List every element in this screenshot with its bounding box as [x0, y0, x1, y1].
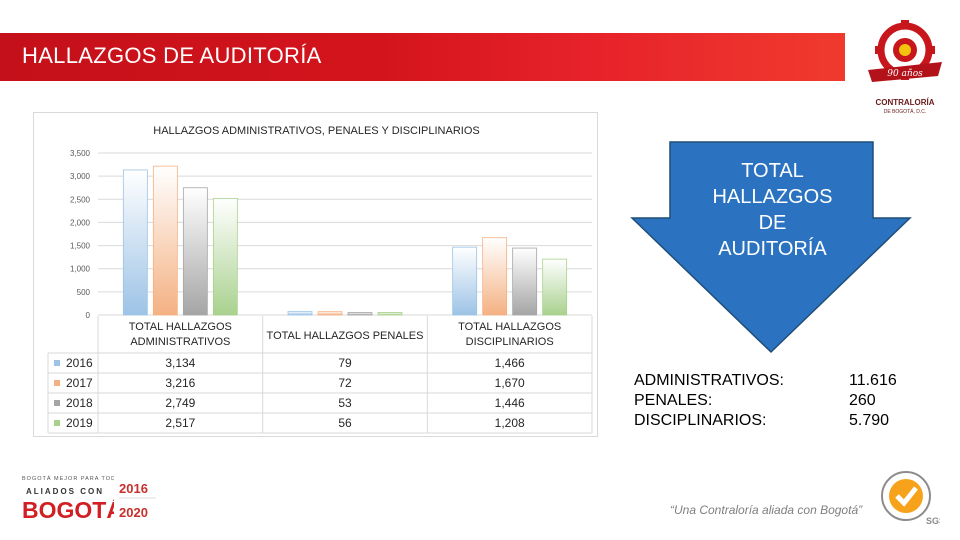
y-tick-label: 3,500 — [70, 149, 91, 158]
bar-2019 — [377, 312, 403, 316]
bar-chart: 3,500 3,000 2,500 2,000 1,500 1,000 500 0 TOTAL … — [47, 149, 593, 434]
total-value: 5.790 — [849, 412, 890, 429]
page-title: HALLAZGOS DE AUDITORÍA — [22, 43, 322, 68]
x-category-label: ADMINISTRATIVOS — [130, 336, 230, 348]
logo-year-start: 2016 — [119, 481, 148, 496]
bar-2018 — [347, 312, 373, 316]
total-row-administrativos: ADMINISTRATIVOS: 11.616 — [634, 372, 934, 392]
sgs-text: SGS — [926, 516, 940, 526]
y-tick-label: 3,000 — [70, 172, 91, 181]
x-category-label: DISCIPLINARIOS — [466, 336, 554, 348]
legend-swatch — [54, 420, 60, 426]
sgs-certification-logo: SGS — [878, 470, 945, 526]
data-label: 1,466 — [495, 356, 525, 370]
totals-summary: ADMINISTRATIVOS: 11.616 PENALES: 260 DIS… — [634, 372, 934, 432]
arrow-line: AUDITORÍA — [718, 238, 827, 260]
badge-text: 90 años — [887, 69, 923, 79]
logo-mid-text: ALIADOS CON — [26, 487, 104, 496]
logo-caption: CONTRALORÍA — [875, 98, 935, 107]
bar-2017 — [317, 311, 343, 316]
bar-2017 — [482, 237, 508, 316]
logo-main-text: BOGOTÁ — [22, 496, 123, 523]
y-tick-label: 0 — [86, 311, 91, 320]
y-tick-label: 1,500 — [70, 242, 91, 251]
bogota-logo: BOGOTÁ MEJOR PARA TODOS ALIADOS CON BOGO… — [18, 466, 158, 528]
legend-label: 2016 — [66, 356, 93, 370]
x-category-label: TOTAL HALLAZGOS — [129, 321, 232, 333]
logo-small-text: BOGOTÁ MEJOR PARA TODOS — [22, 475, 126, 482]
chart-frame: HALLAZGOS ADMINISTRATIVOS, PENALES Y DIS… — [33, 112, 598, 437]
contraloria-seal-icon: 90 años — [868, 20, 942, 82]
data-label: 2,517 — [165, 416, 195, 430]
chart-title: HALLAZGOS ADMINISTRATIVOS, PENALES Y DIS… — [153, 125, 480, 137]
arrow-line: DE — [758, 212, 787, 234]
data-label: 56 — [338, 416, 352, 430]
bar-2018 — [512, 247, 538, 316]
bar-2019 — [212, 198, 238, 316]
legend-swatch — [54, 360, 60, 366]
bar-2016 — [287, 310, 313, 316]
data-label: 1,670 — [495, 376, 525, 390]
x-category-label: TOTAL HALLAZGOS — [458, 321, 561, 333]
y-tick-label: 2,500 — [70, 195, 91, 204]
total-value: 11.616 — [849, 372, 897, 389]
header-band: HALLAZGOS DE AUDITORÍA — [0, 33, 845, 81]
total-label: ADMINISTRATIVOS: — [634, 372, 784, 389]
arrow-text: TOTAL HALLAZGOS DE AUDITORÍA — [680, 158, 865, 262]
y-tick-label: 2,000 — [70, 218, 91, 227]
x-category-label: TOTAL HALLAZGOS PENALES — [267, 330, 424, 342]
bar-2017 — [152, 165, 178, 316]
logo-subcaption: DE BOGOTÁ, D.C. — [883, 109, 927, 115]
bar-2018 — [182, 187, 208, 316]
arrow-line: TOTAL — [741, 160, 804, 182]
logo-year-end: 2020 — [119, 505, 148, 520]
data-label: 2,749 — [165, 396, 195, 410]
y-tick-label: 1,000 — [70, 265, 91, 274]
data-label: 72 — [338, 376, 352, 390]
legend-swatch — [54, 400, 60, 406]
data-label: 3,216 — [165, 376, 195, 390]
y-tick-label: 500 — [77, 288, 91, 297]
total-row-disciplinarios: DISCIPLINARIOS: 5.790 — [634, 412, 934, 432]
total-row-penales: PENALES: 260 — [634, 392, 934, 412]
arrow-line: HALLAZGOS — [712, 186, 833, 208]
total-value: 260 — [849, 392, 876, 409]
total-arrow — [628, 140, 913, 355]
data-label: 53 — [338, 396, 352, 410]
slogan: “Una Contraloría aliada con Bogotá” — [670, 503, 863, 517]
data-label: 3,134 — [165, 356, 195, 370]
data-label: 79 — [338, 356, 352, 370]
bar-2016 — [122, 169, 148, 316]
bar-2019 — [542, 258, 568, 316]
total-label: DISCIPLINARIOS: — [634, 412, 767, 429]
legend-label: 2019 — [66, 416, 93, 430]
down-arrow-icon — [630, 141, 912, 354]
data-label: 1,446 — [495, 396, 525, 410]
bar-2016 — [452, 246, 478, 316]
data-label: 1,208 — [495, 416, 525, 430]
legend-label: 2017 — [66, 376, 93, 390]
checkmark-icon — [895, 486, 918, 507]
legend-label: 2018 — [66, 396, 93, 410]
contraloria-logo: 90 años CONTRALORÍA DE BOGOTÁ, D.C. — [862, 18, 948, 122]
total-label: PENALES: — [634, 392, 713, 409]
legend-swatch — [54, 380, 60, 386]
